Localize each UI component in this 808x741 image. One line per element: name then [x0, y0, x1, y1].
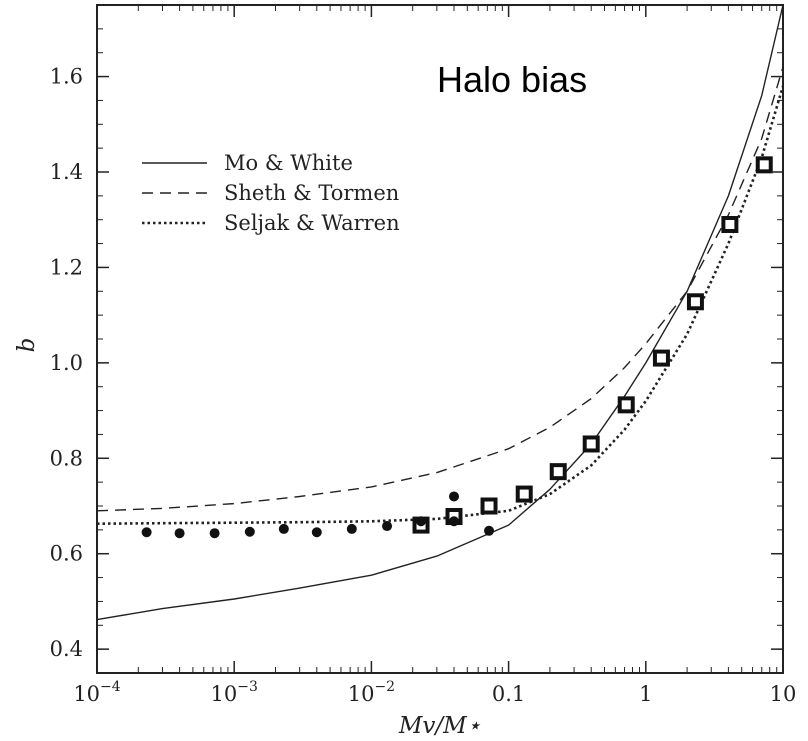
data-point-circle	[174, 528, 185, 539]
data-point-square	[652, 349, 670, 367]
data-point-square	[549, 463, 567, 481]
data-point-circle	[278, 523, 289, 534]
x-tick-label: 0.1	[492, 682, 525, 706]
data-point-circle	[209, 528, 220, 539]
data-point-circle	[484, 525, 495, 536]
x-tick-label: 1	[639, 682, 652, 706]
tick-layer: 10−4 10−3 10−2 0.1 1 10 0.4 0.6 0.8 1.0 1.2 1.4 1.6	[50, 5, 797, 706]
plot-frame	[96, 4, 784, 674]
chart-title: Halo bias	[437, 59, 587, 100]
y-tick-label: 0.4	[50, 637, 83, 661]
legend-label: Sheth & Tormen	[224, 181, 399, 205]
data-point-circle	[141, 527, 152, 538]
legend: Mo & White Sheth & Tormen Seljak & Warren	[142, 151, 400, 235]
series-line-sheth-tormen	[97, 66, 783, 512]
y-tick-label: 0.6	[50, 542, 83, 566]
y-axis-label: b	[14, 338, 40, 353]
x-tick-label: 10	[770, 682, 797, 706]
y-tick-label: 1.4	[50, 160, 83, 184]
data-point-circle	[346, 523, 357, 534]
series-line-mo-white	[97, 5, 783, 621]
data-point-square	[515, 485, 533, 503]
x-tick-label: 10−2	[348, 679, 395, 706]
legend-label: Seljak & Warren	[224, 211, 400, 235]
x-tick-label: 10−4	[73, 679, 120, 706]
x-axis-label: Mv/M⋆	[398, 713, 481, 739]
y-tick-label: 1.6	[50, 65, 83, 89]
data-point-circle	[382, 521, 393, 532]
data-point-square	[721, 215, 739, 233]
marker-layer	[141, 156, 773, 539]
data-point-circle	[244, 526, 255, 537]
data-point-circle	[416, 516, 427, 527]
y-tick-label: 1.0	[50, 351, 83, 375]
data-point-square	[582, 435, 600, 453]
data-point-circle	[449, 516, 460, 527]
series-line-seljak-warren	[97, 85, 783, 525]
data-point-circle	[449, 491, 460, 502]
legend-label: Mo & White	[224, 151, 353, 175]
data-point-circle	[311, 527, 322, 538]
data-point-square	[755, 156, 773, 174]
y-tick-label: 1.2	[50, 255, 83, 279]
data-point-square	[617, 396, 635, 414]
data-point-square	[686, 293, 704, 311]
y-tick-label: 0.8	[50, 446, 83, 470]
curve-layer	[97, 5, 783, 621]
x-tick-label: 10−3	[211, 679, 258, 706]
data-point-square	[480, 497, 498, 515]
